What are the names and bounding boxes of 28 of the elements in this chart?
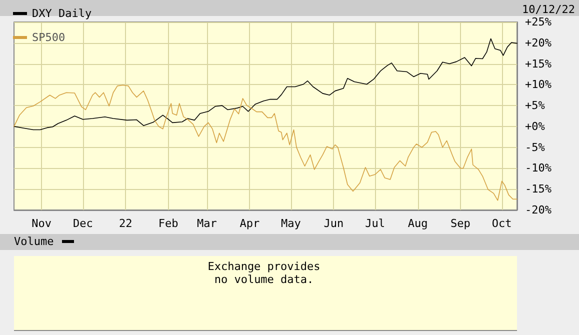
x-tick-label: Nov — [32, 217, 52, 230]
x-tick-label: Jun — [324, 217, 344, 230]
x-tick-label: Sep — [450, 217, 470, 230]
y-tick-label: +10% — [525, 78, 552, 92]
text: 10/12/22 — [522, 3, 576, 16]
x-tick-label: Apr — [240, 217, 260, 230]
x-tick-label: Oct — [492, 217, 512, 230]
y-tick-label: +25% — [525, 16, 552, 28]
x-tick-label: Dec — [72, 217, 93, 230]
y-tick-label: +20% — [525, 36, 552, 50]
y-tick-label: -20% — [525, 204, 552, 216]
legend-label: DXY Daily — [32, 7, 92, 20]
x-tick-label: 22 — [119, 217, 132, 230]
x-tick-label: May — [281, 217, 302, 230]
y-tick-label: +5% — [525, 99, 546, 112]
text: Volume — [14, 235, 54, 248]
x-tick-label: Aug — [408, 217, 428, 230]
y-tick-label: -10% — [525, 162, 552, 175]
y-tick-label: +0% — [525, 120, 546, 133]
x-tick-label: Mar — [196, 217, 218, 230]
x-tick-label: Jul — [365, 217, 385, 230]
x-tick-label: Feb — [158, 217, 178, 230]
text: Exchange provides no volume data. — [206, 260, 322, 286]
y-tick-label: +15% — [525, 57, 552, 70]
y-tick-label: -15% — [525, 182, 552, 196]
line-series — [14, 84, 518, 201]
legend-label: SP500 — [32, 31, 66, 44]
y-tick-label: -5% — [525, 140, 546, 154]
